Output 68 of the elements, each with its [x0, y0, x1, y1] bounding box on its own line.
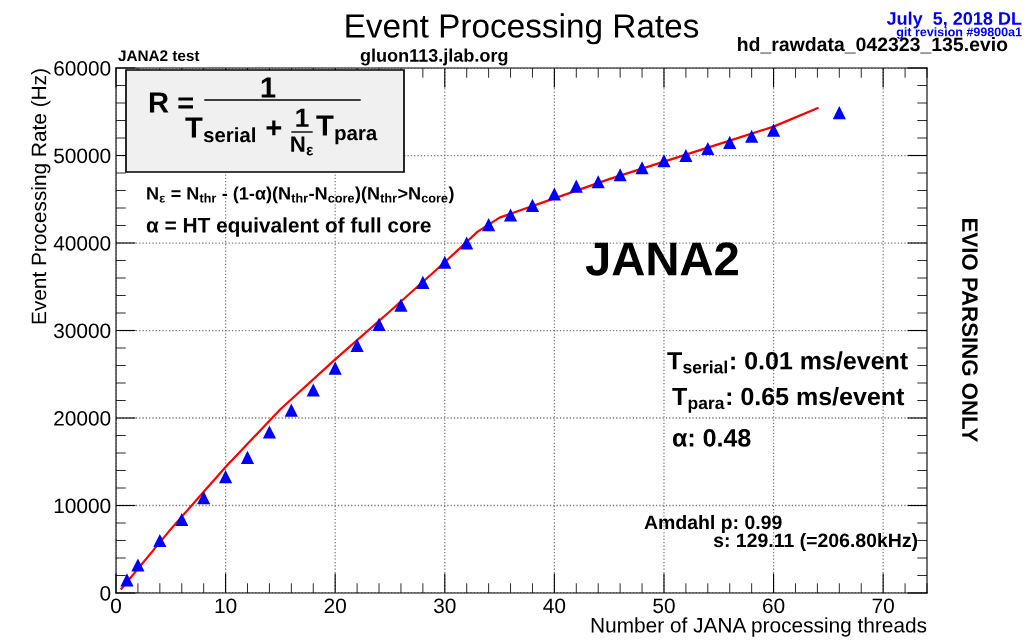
annotation: s: 129.11 (=206.80kHz): [713, 532, 918, 552]
point: [832, 106, 846, 120]
point: [591, 175, 605, 189]
x-tick-label: 70: [872, 598, 894, 614]
point: [745, 129, 759, 143]
point: [723, 135, 737, 149]
annotation: T$_{serial}$: 0.01 ms/event: [667, 351, 908, 374]
y-tick-label: 40000: [53, 236, 111, 251]
point: [120, 573, 134, 587]
text: EVIO PARSING ONLY: [962, 219, 978, 443]
point: [219, 470, 233, 484]
point: [525, 198, 540, 212]
text: gluon113.jlab.org: [360, 48, 508, 66]
annotation: T$_{para}$: 0.65 ms/event: [672, 387, 905, 413]
point: [197, 491, 211, 505]
annotation: T$_{para}$: [316, 115, 378, 145]
point: [131, 558, 145, 572]
point: [482, 218, 496, 232]
point: [613, 168, 627, 182]
y-tick-label: 30000: [54, 323, 111, 339]
y-tick-label: 0: [100, 586, 111, 601]
text: N$_{ε}$ = N$_{thr}$ - (1-α)(N$_{thr}$-N$_{core}$)(N$_{thr}$>N$_{core}$): [147, 186, 454, 204]
y-tick-label: 10000: [54, 498, 111, 514]
point: [438, 255, 452, 269]
x-tick-label: 40: [543, 598, 566, 614]
point: [240, 450, 255, 464]
point: [328, 361, 342, 375]
x-tick-label: 20: [324, 598, 346, 614]
text: JANA2 test: [118, 50, 200, 62]
annotation: 1: [296, 108, 309, 127]
x-tick-label: 0: [111, 598, 121, 614]
annotation: 1: [261, 77, 276, 98]
annotation: Amdahl p: 0.99: [644, 514, 782, 534]
point: [547, 187, 561, 201]
annotation: R =: [149, 92, 193, 113]
x-axis-title: Number of JANA processing threads: [591, 617, 927, 637]
point: [679, 148, 693, 163]
point: [284, 403, 298, 417]
point: [635, 161, 649, 175]
annotation: T$_{serial}$ +: [185, 117, 282, 143]
text: hd_rawdata_042323_135.evio: [738, 36, 1008, 54]
y-tick-label: 20000: [54, 411, 111, 426]
x-tick-label: 50: [653, 598, 675, 614]
x-tick-label: 10: [215, 598, 237, 614]
point: [657, 154, 671, 168]
point: [460, 236, 474, 250]
x-tick-label: 30: [433, 598, 456, 614]
point: [569, 179, 583, 193]
x-tick-label: 60: [763, 598, 785, 614]
point: [306, 383, 320, 397]
annotation: α = HT equivalent of full core: [146, 217, 431, 237]
point: [394, 298, 408, 312]
annotation: α: 0.48: [672, 429, 751, 447]
chart-title: Event Processing Rates: [346, 13, 699, 45]
point: [350, 338, 364, 352]
annotation: JANA2: [585, 242, 738, 276]
annotation: N$_{ε}$: [291, 136, 314, 156]
point: [262, 425, 277, 439]
point: [153, 533, 167, 548]
point: [766, 123, 781, 137]
y-axis-title: Event Processing Rate (Hz): [31, 69, 51, 324]
y-tick-label: 60000: [54, 61, 111, 76]
point: [372, 317, 386, 331]
y-tick-label: 50000: [54, 148, 111, 164]
point: [416, 275, 430, 289]
point: [175, 512, 189, 527]
point: [503, 208, 518, 222]
point: [701, 141, 715, 156]
